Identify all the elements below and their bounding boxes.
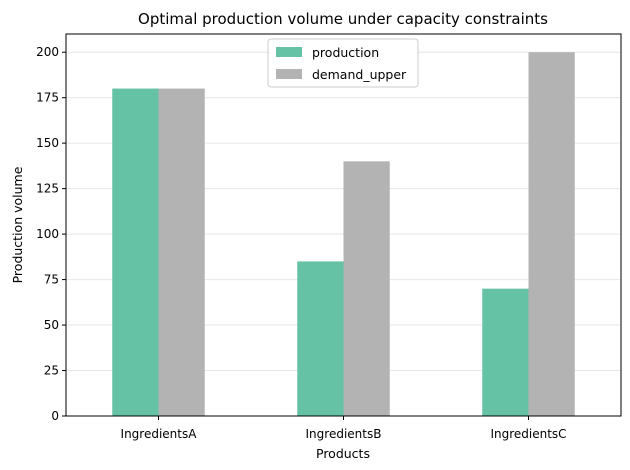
y-axis-ticks: 0 25 50 75 100 125 150 175 200 <box>36 45 66 423</box>
legend-swatch-production <box>276 47 302 57</box>
legend-label-production: production <box>312 45 379 60</box>
y-tick-label: 0 <box>51 409 59 423</box>
x-tick-label: IngredientsB <box>306 427 382 441</box>
x-axis-label: Products <box>316 446 370 461</box>
y-tick-label: 150 <box>36 136 59 150</box>
y-tick-label: 200 <box>36 45 59 59</box>
bars <box>112 52 575 417</box>
bar-production-IngredientsC <box>482 288 529 416</box>
legend: production demand_upper <box>267 38 419 88</box>
chart-title: Optimal production volume under capacity… <box>138 10 548 28</box>
x-tick-label: IngredientsA <box>121 427 198 441</box>
bar-demand_upper-IngredientsC <box>528 52 575 416</box>
y-tick-label: 50 <box>44 318 59 332</box>
y-tick-label: 75 <box>44 273 59 287</box>
legend-box <box>267 38 419 88</box>
y-axis-label: Production volume <box>10 166 25 283</box>
bar-production-IngredientsB <box>297 261 344 416</box>
legend-swatch-demand_upper <box>276 69 302 79</box>
y-tick-label: 25 <box>44 364 59 378</box>
bar-demand_upper-IngredientsA <box>158 88 205 417</box>
y-tick-label: 175 <box>36 91 59 105</box>
x-tick-label: IngredientsC <box>490 427 566 441</box>
bar-production-IngredientsA <box>112 88 159 417</box>
y-tick-label: 100 <box>36 227 59 241</box>
legend-label-demand_upper: demand_upper <box>312 67 407 82</box>
y-tick-label: 125 <box>36 182 59 196</box>
x-axis-ticks: IngredientsA IngredientsB IngredientsC <box>121 416 567 441</box>
bar-demand_upper-IngredientsB <box>343 161 390 416</box>
